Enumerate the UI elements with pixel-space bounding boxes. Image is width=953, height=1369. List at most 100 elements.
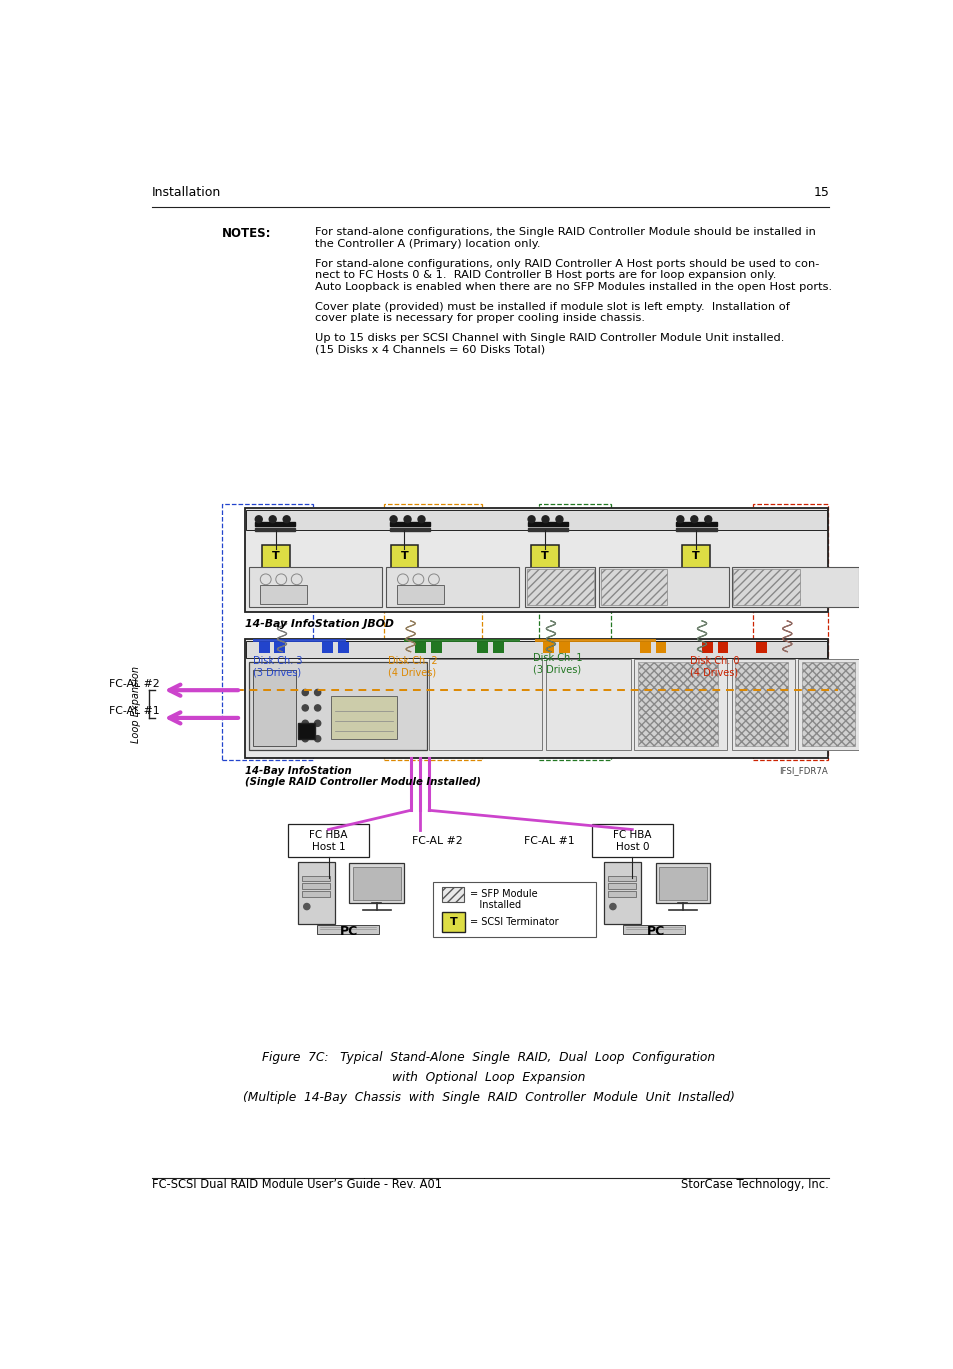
Bar xyxy=(731,658,794,750)
Bar xyxy=(274,642,285,653)
Text: 15: 15 xyxy=(812,186,828,199)
Bar xyxy=(535,639,655,642)
Circle shape xyxy=(302,705,308,711)
Bar xyxy=(433,882,596,938)
Text: PC: PC xyxy=(646,924,664,938)
Circle shape xyxy=(314,720,320,727)
Bar xyxy=(655,862,709,902)
Text: 14-Bay InfoStation
(Single RAID Controller Module Installed): 14-Bay InfoStation (Single RAID Controll… xyxy=(245,765,480,787)
Bar xyxy=(538,504,611,760)
Bar xyxy=(297,862,335,924)
Text: FC HBA: FC HBA xyxy=(309,831,348,841)
Bar xyxy=(302,891,330,897)
Bar xyxy=(337,642,348,653)
Bar xyxy=(542,642,554,653)
Bar xyxy=(302,876,330,882)
Circle shape xyxy=(541,516,548,523)
Bar xyxy=(527,527,567,531)
Text: T: T xyxy=(272,552,279,561)
Text: Installation: Installation xyxy=(152,186,221,199)
Bar xyxy=(249,567,381,606)
Bar xyxy=(798,658,861,750)
Text: NOTES:: NOTES: xyxy=(221,227,271,241)
Text: Disk Ch. 0
(4 Drives): Disk Ch. 0 (4 Drives) xyxy=(690,656,740,678)
Text: T: T xyxy=(540,552,548,561)
Bar xyxy=(245,639,827,758)
FancyBboxPatch shape xyxy=(681,545,709,568)
Text: with  Optional  Loop  Expansion: with Optional Loop Expansion xyxy=(392,1071,585,1084)
Bar xyxy=(442,887,464,902)
Bar xyxy=(221,504,313,760)
Text: Disk Ch. 2
(4 Drives): Disk Ch. 2 (4 Drives) xyxy=(388,656,437,678)
Bar xyxy=(390,522,430,526)
Text: FC-AL #2: FC-AL #2 xyxy=(412,836,462,846)
Text: FC HBA: FC HBA xyxy=(613,831,651,841)
Bar xyxy=(526,568,593,605)
Circle shape xyxy=(269,516,276,523)
Bar xyxy=(655,642,666,653)
Text: IFSI_FDR7A: IFSI_FDR7A xyxy=(779,765,827,775)
Bar xyxy=(608,876,636,882)
Bar xyxy=(260,586,307,604)
Text: T: T xyxy=(449,917,456,927)
Circle shape xyxy=(390,516,396,523)
Bar xyxy=(608,891,636,897)
Bar xyxy=(622,925,684,934)
Text: Cover plate (provided) must be installed if module slot is left empty.  Installa: Cover plate (provided) must be installed… xyxy=(314,301,788,312)
Bar xyxy=(701,642,712,653)
Bar xyxy=(558,642,569,653)
Bar xyxy=(658,868,706,899)
Bar xyxy=(676,522,716,526)
Text: (15 Disks x 4 Channels = 60 Disks Total): (15 Disks x 4 Channels = 60 Disks Total) xyxy=(314,345,544,355)
Bar xyxy=(246,641,826,658)
FancyBboxPatch shape xyxy=(530,545,558,568)
Text: (Multiple  14-Bay  Chassis  with  Single  RAID  Controller  Module  Unit  Instal: (Multiple 14-Bay Chassis with Single RAI… xyxy=(243,1091,734,1103)
Circle shape xyxy=(704,516,711,523)
Bar xyxy=(633,658,726,750)
Bar xyxy=(258,642,270,653)
Bar xyxy=(385,567,518,606)
Text: cover plate is necessary for proper cooling inside chassis.: cover plate is necessary for proper cool… xyxy=(314,314,644,323)
Bar xyxy=(639,642,650,653)
Bar xyxy=(676,527,716,531)
Bar xyxy=(591,824,672,857)
Bar xyxy=(254,527,294,531)
Bar xyxy=(429,658,541,750)
Bar xyxy=(245,508,827,612)
Text: Figure  7C:   Typical  Stand-Alone  Single  RAID,  Dual  Loop  Configuration: Figure 7C: Typical Stand-Alone Single RA… xyxy=(262,1050,715,1064)
Bar xyxy=(756,642,766,653)
Text: PC: PC xyxy=(340,924,358,938)
Circle shape xyxy=(690,516,697,523)
Bar xyxy=(349,862,403,902)
FancyBboxPatch shape xyxy=(261,545,290,568)
Circle shape xyxy=(314,690,320,695)
Circle shape xyxy=(314,705,320,711)
Text: FC-SCSI Dual RAID Module User’s Guide - Rev. A01: FC-SCSI Dual RAID Module User’s Guide - … xyxy=(152,1177,441,1191)
Bar xyxy=(297,723,314,739)
Bar xyxy=(599,568,666,605)
Bar xyxy=(403,639,519,642)
Text: FC-AL #1: FC-AL #1 xyxy=(523,836,574,846)
Bar xyxy=(316,925,378,934)
Bar xyxy=(493,642,503,653)
Bar xyxy=(603,862,640,924)
Text: T: T xyxy=(400,552,408,561)
Bar xyxy=(732,568,799,605)
Bar xyxy=(384,504,481,760)
Text: FC-AL #1: FC-AL #1 xyxy=(109,706,159,716)
Text: Installed: Installed xyxy=(469,899,520,910)
Bar xyxy=(253,639,345,642)
Bar xyxy=(431,642,441,653)
Circle shape xyxy=(676,516,683,523)
Text: the Controller A (Primary) location only.: the Controller A (Primary) location only… xyxy=(314,240,539,249)
Bar xyxy=(637,663,718,746)
Bar xyxy=(331,697,396,739)
Text: Disk Ch. 3
(3 Drives): Disk Ch. 3 (3 Drives) xyxy=(253,656,302,678)
Text: T: T xyxy=(691,552,699,561)
Bar xyxy=(390,527,430,531)
Circle shape xyxy=(302,720,308,727)
Text: = SFP Module: = SFP Module xyxy=(469,890,537,899)
Text: For stand-alone configurations, the Single RAID Controller Module should be inst: For stand-alone configurations, the Sing… xyxy=(314,227,815,237)
Bar xyxy=(322,642,333,653)
Circle shape xyxy=(314,735,320,742)
